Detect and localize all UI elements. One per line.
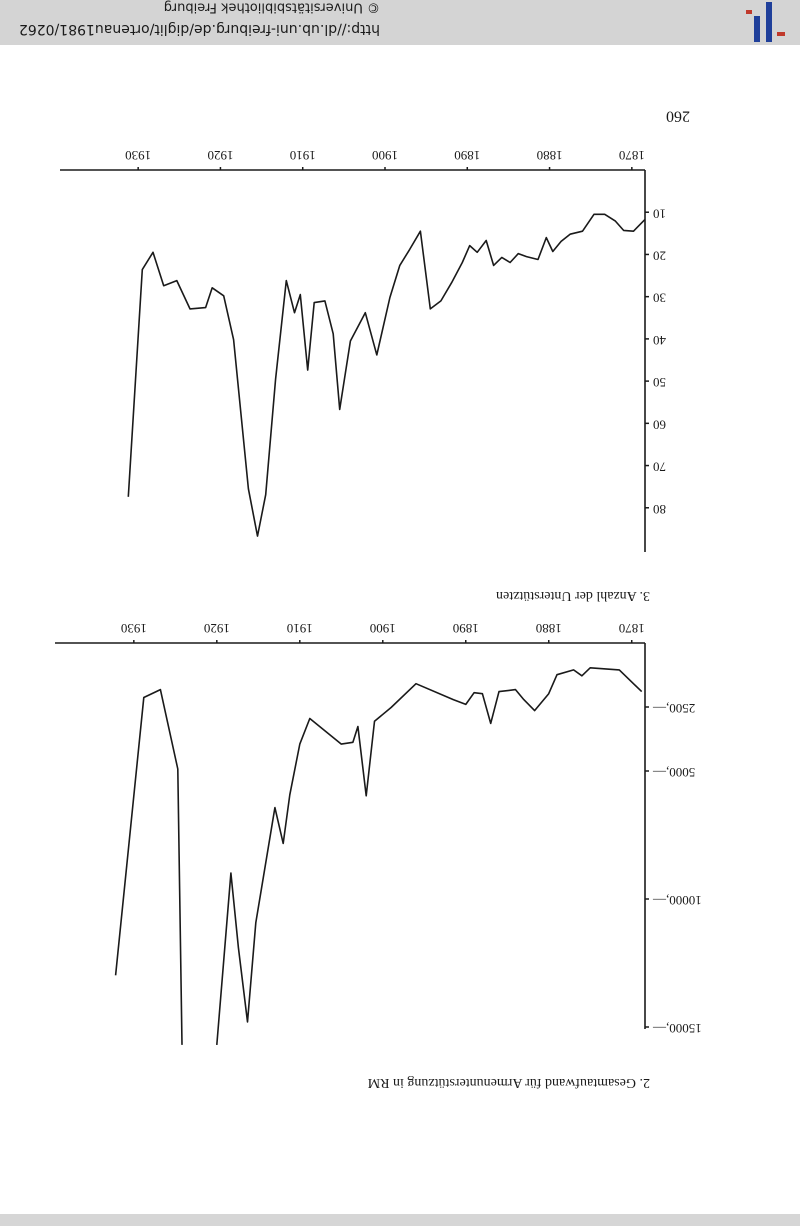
header-bar: [0, 0, 800, 45]
chart-title: 3. Anzahl der Unterstützten: [496, 588, 650, 603]
x-tick-label: 1890: [454, 148, 480, 163]
y-tick-label: 30: [653, 291, 666, 306]
x-tick-label: 1900: [370, 621, 396, 636]
y-tick-label: 2500,—: [652, 701, 695, 716]
x-tick-label: 1930: [121, 621, 147, 636]
page-number: 260: [666, 107, 690, 124]
x-tick-label: 1920: [207, 148, 233, 163]
chart-title: 2. Gesamtaufwand für Armenunterstützung …: [367, 1075, 650, 1090]
x-tick-label: 1910: [287, 621, 313, 636]
x-tick-label: 1930: [125, 148, 151, 163]
x-tick-label: 1900: [372, 148, 398, 163]
y-tick-label: 10: [653, 206, 666, 221]
y-tick-label: 5000,—: [652, 765, 695, 780]
y-tick-label: 80: [653, 502, 666, 517]
x-tick-label: 1870: [619, 148, 645, 163]
header-url: http://dl.ub.uni-freiburg.de/diglit/orte…: [19, 21, 380, 37]
y-tick-label: 50: [653, 375, 666, 390]
x-tick-label: 1890: [453, 621, 479, 636]
logo: [746, 2, 785, 42]
y-tick-label: 60: [653, 417, 666, 432]
x-tick-label: 1880: [537, 148, 563, 163]
y-tick-label: 15000,—: [652, 1021, 702, 1036]
header-copyright: © Universitätsbibliothek Freiburg: [164, 0, 380, 15]
x-tick-label: 1920: [204, 621, 230, 636]
x-tick-label: 1880: [536, 621, 562, 636]
x-tick-label: 1910: [290, 148, 316, 163]
y-tick-label: 10000,—: [652, 893, 702, 908]
y-tick-label: 40: [653, 333, 666, 348]
data-line: [114, 667, 643, 1045]
y-tick-label: 70: [653, 460, 666, 475]
data-line: [127, 213, 646, 537]
y-tick-label: 20: [653, 248, 666, 263]
x-tick-label: 1870: [619, 621, 645, 636]
footer-strip: [0, 1214, 800, 1226]
